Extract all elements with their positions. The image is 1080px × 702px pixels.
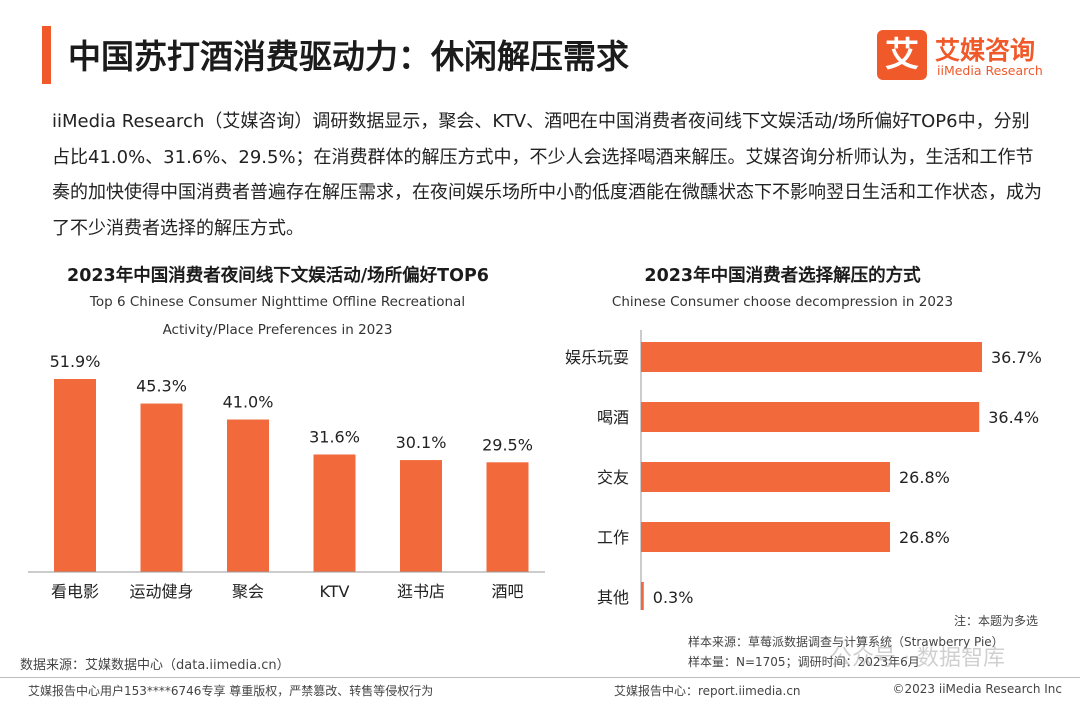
footer-report-link: 艾媒报告中心：report.iimedia.cn — [614, 684, 801, 698]
left-chart-title: 2023年中国消费者夜间线下文娱活动/场所偏好TOP6 — [67, 266, 489, 286]
bar-1 — [54, 379, 96, 572]
bar-value-label: 51.9% — [50, 352, 101, 371]
category-label: 其他 — [597, 588, 629, 607]
left-chart-subtitle: Top 6 Chinese Consumer Nighttime Offline… — [89, 294, 466, 338]
category-label: 酒吧 — [491, 582, 523, 601]
data-source: 数据来源：艾媒数据中心（data.iimedia.cn） — [20, 658, 290, 673]
bar-4 — [313, 454, 356, 572]
title-accent-bar — [42, 26, 51, 84]
sample-size: 样本量：N=1705；调研时间：2023年6月 — [688, 655, 920, 669]
bar-3 — [227, 419, 269, 572]
sample-info: 样本来源：草莓派数据调查与计算系统（Strawberry Pie） 样本量：N=… — [688, 632, 1004, 672]
bar-3 — [641, 462, 891, 492]
logo-english-name: iiMedia Research — [937, 63, 1043, 78]
bar-value-label: 26.8% — [899, 468, 950, 487]
bar-value-label: 26.8% — [899, 528, 950, 547]
category-label: 聚会 — [232, 582, 264, 601]
intro-paragraph: iiMedia Research（艾媒咨询）调研数据显示，聚会、KTV、酒吧在中… — [52, 111, 1042, 239]
footer-divider — [0, 677, 1080, 678]
bar-6 — [486, 462, 529, 572]
bar-2 — [140, 403, 183, 572]
category-label: 逛书店 — [397, 582, 445, 601]
iimedia-logo: 艾 艾媒咨询 iiMedia Research — [877, 30, 1062, 82]
bar-2 — [641, 402, 980, 432]
bar-value-label: 29.5% — [482, 435, 533, 454]
bar-value-label: 36.4% — [988, 408, 1039, 427]
bar-value-label: 30.1% — [396, 433, 447, 452]
bar-4 — [641, 522, 891, 552]
bar-value-label: 31.6% — [309, 427, 360, 446]
left-bar-chart: 51.9% 看电影 45.3% 运动健身 41.0% 聚会 31.6% KTV 30.1% 逛书店… — [28, 352, 545, 601]
bar-value-label: 36.7% — [991, 348, 1042, 367]
bar-value-label: 0.3% — [653, 588, 694, 607]
category-label: KTV — [320, 582, 350, 601]
multi-choice-note: 注：本题为多选 — [953, 614, 1038, 628]
category-label: 看电影 — [51, 582, 99, 601]
right-chart-title: 2023年中国消费者选择解压的方式 — [644, 266, 921, 286]
category-label: 运动健身 — [129, 582, 193, 601]
category-label: 娱乐玩耍 — [565, 348, 629, 367]
bar-5 — [400, 460, 442, 572]
category-label: 喝酒 — [597, 408, 629, 427]
sample-source: 样本来源：草莓派数据调查与计算系统（Strawberry Pie） — [688, 635, 1004, 649]
category-label: 交友 — [597, 468, 629, 487]
right-bar-chart: 36.7% 娱乐玩耍 36.4% 喝酒 26.8% 交友 26.8% 工作 0.3% 其他 — [565, 330, 1042, 610]
logo-mark-icon: 艾 — [877, 30, 927, 80]
bar-value-label: 45.3% — [136, 377, 187, 396]
footer-copyright-notice: 艾媒报告中心用户153****6746专享 尊重版权，严禁篡改、转售等侵权行为 — [28, 684, 434, 698]
footer-copyright: ©2023 iiMedia Research Inc — [892, 682, 1062, 696]
category-label: 工作 — [597, 528, 629, 547]
bar-1 — [641, 342, 982, 372]
page-title: 中国苏打酒消费驱动力：休闲解压需求 — [68, 37, 629, 76]
bar-5 — [641, 582, 644, 610]
bar-value-label: 41.0% — [223, 393, 274, 412]
logo-chinese-name: 艾媒咨询 — [935, 36, 1036, 65]
watermark-text: 公众号 · 数据智库 — [830, 646, 1005, 671]
right-chart-subtitle: Chinese Consumer choose decompression in… — [611, 294, 954, 310]
